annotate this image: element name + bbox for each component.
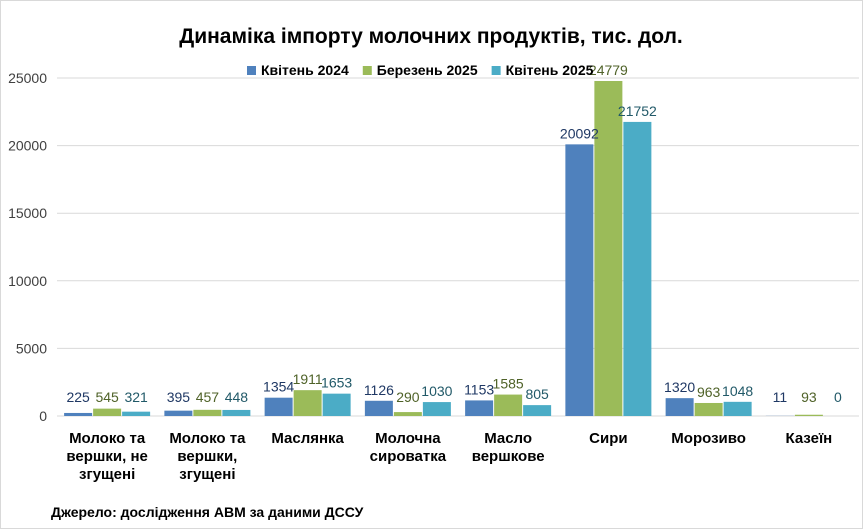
x-tick-label: Морозиво — [671, 430, 746, 447]
bar — [422, 402, 451, 416]
data-label: 395 — [167, 389, 191, 405]
x-tick-label: вершкове — [472, 448, 545, 465]
data-label: 1048 — [722, 383, 753, 399]
bar — [293, 390, 322, 416]
x-tick-label: вершки, не — [66, 448, 148, 465]
data-label: 0 — [834, 389, 842, 405]
bar — [364, 400, 393, 416]
data-label: 1585 — [493, 376, 524, 392]
x-tick-label: Масло — [484, 430, 532, 447]
data-label: 1354 — [263, 379, 294, 395]
x-tick-label: Молоко та — [169, 430, 246, 447]
data-label: 1030 — [421, 383, 452, 399]
data-label: 20092 — [560, 125, 599, 141]
data-label: 448 — [225, 389, 249, 405]
legend-swatch — [491, 66, 501, 75]
x-tick-label: вершки, — [177, 448, 237, 465]
bar — [64, 412, 93, 416]
gridlines — [57, 77, 859, 417]
bar — [264, 397, 293, 416]
data-label: 457 — [196, 389, 220, 405]
legend-swatch — [362, 66, 372, 75]
y-tick-label: 5000 — [16, 340, 47, 356]
bar — [93, 408, 122, 416]
data-label: 24779 — [589, 62, 628, 78]
legend-label: Квітень 2024 — [261, 62, 349, 78]
bar — [122, 411, 151, 416]
data-label: 805 — [525, 386, 549, 402]
data-label: 11 — [773, 389, 788, 405]
y-tick-label: 25000 — [8, 70, 47, 86]
data-label: 1320 — [664, 379, 695, 395]
data-label: 21752 — [618, 103, 657, 119]
bar — [623, 121, 652, 416]
y-tick-label: 20000 — [8, 138, 47, 154]
bars — [64, 80, 823, 417]
x-tick-label: Молоко та — [69, 430, 146, 447]
y-axis: 0 5000 10000 15000 20000 25000 — [8, 70, 47, 424]
bar — [794, 414, 823, 416]
legend-label: Квітень 2025 — [506, 62, 594, 78]
x-tick-label: сироватка — [370, 448, 447, 465]
bar — [694, 402, 723, 416]
data-label: 1653 — [321, 375, 352, 391]
data-label: 321 — [124, 389, 148, 405]
x-tick-label: згущені — [179, 466, 235, 483]
y-tick-label: 15000 — [8, 205, 47, 221]
bar — [393, 412, 422, 416]
bar — [164, 410, 193, 416]
bar — [322, 393, 351, 416]
legend-label: Березень 2025 — [377, 62, 478, 78]
y-tick-label: 10000 — [8, 273, 47, 289]
x-tick-label: Молочна — [375, 430, 441, 447]
bar — [723, 401, 752, 416]
data-label: 93 — [801, 389, 817, 405]
x-tick-label: Маслянка — [271, 430, 344, 447]
data-label: 1153 — [464, 381, 494, 397]
bar — [523, 405, 552, 416]
bar — [465, 400, 494, 416]
data-label: 1126 — [364, 382, 394, 398]
y-tick-label: 0 — [39, 408, 47, 424]
data-label: 963 — [697, 384, 721, 400]
bar — [665, 398, 694, 416]
x-tick-label: згущені — [79, 466, 135, 483]
source-note: Джерело: дослідження АВМ за даними ДССУ — [51, 504, 364, 520]
bar — [594, 80, 623, 417]
data-label: 290 — [396, 389, 420, 405]
x-tick-label: Казеїн — [786, 430, 833, 447]
bar — [565, 144, 594, 417]
data-label: 225 — [66, 389, 90, 405]
chart-title: Динаміка імпорту молочних продуктів, тис… — [179, 25, 683, 48]
data-label: 1911 — [293, 371, 323, 387]
data-label: 545 — [95, 389, 119, 405]
bar — [222, 409, 251, 416]
legend-swatch — [247, 66, 256, 75]
x-tick-label: Сири — [589, 430, 627, 447]
bar — [494, 394, 523, 416]
bar — [193, 409, 222, 416]
legend: Квітень 2024 Березень 2025 Квітень 2025 — [247, 62, 594, 78]
